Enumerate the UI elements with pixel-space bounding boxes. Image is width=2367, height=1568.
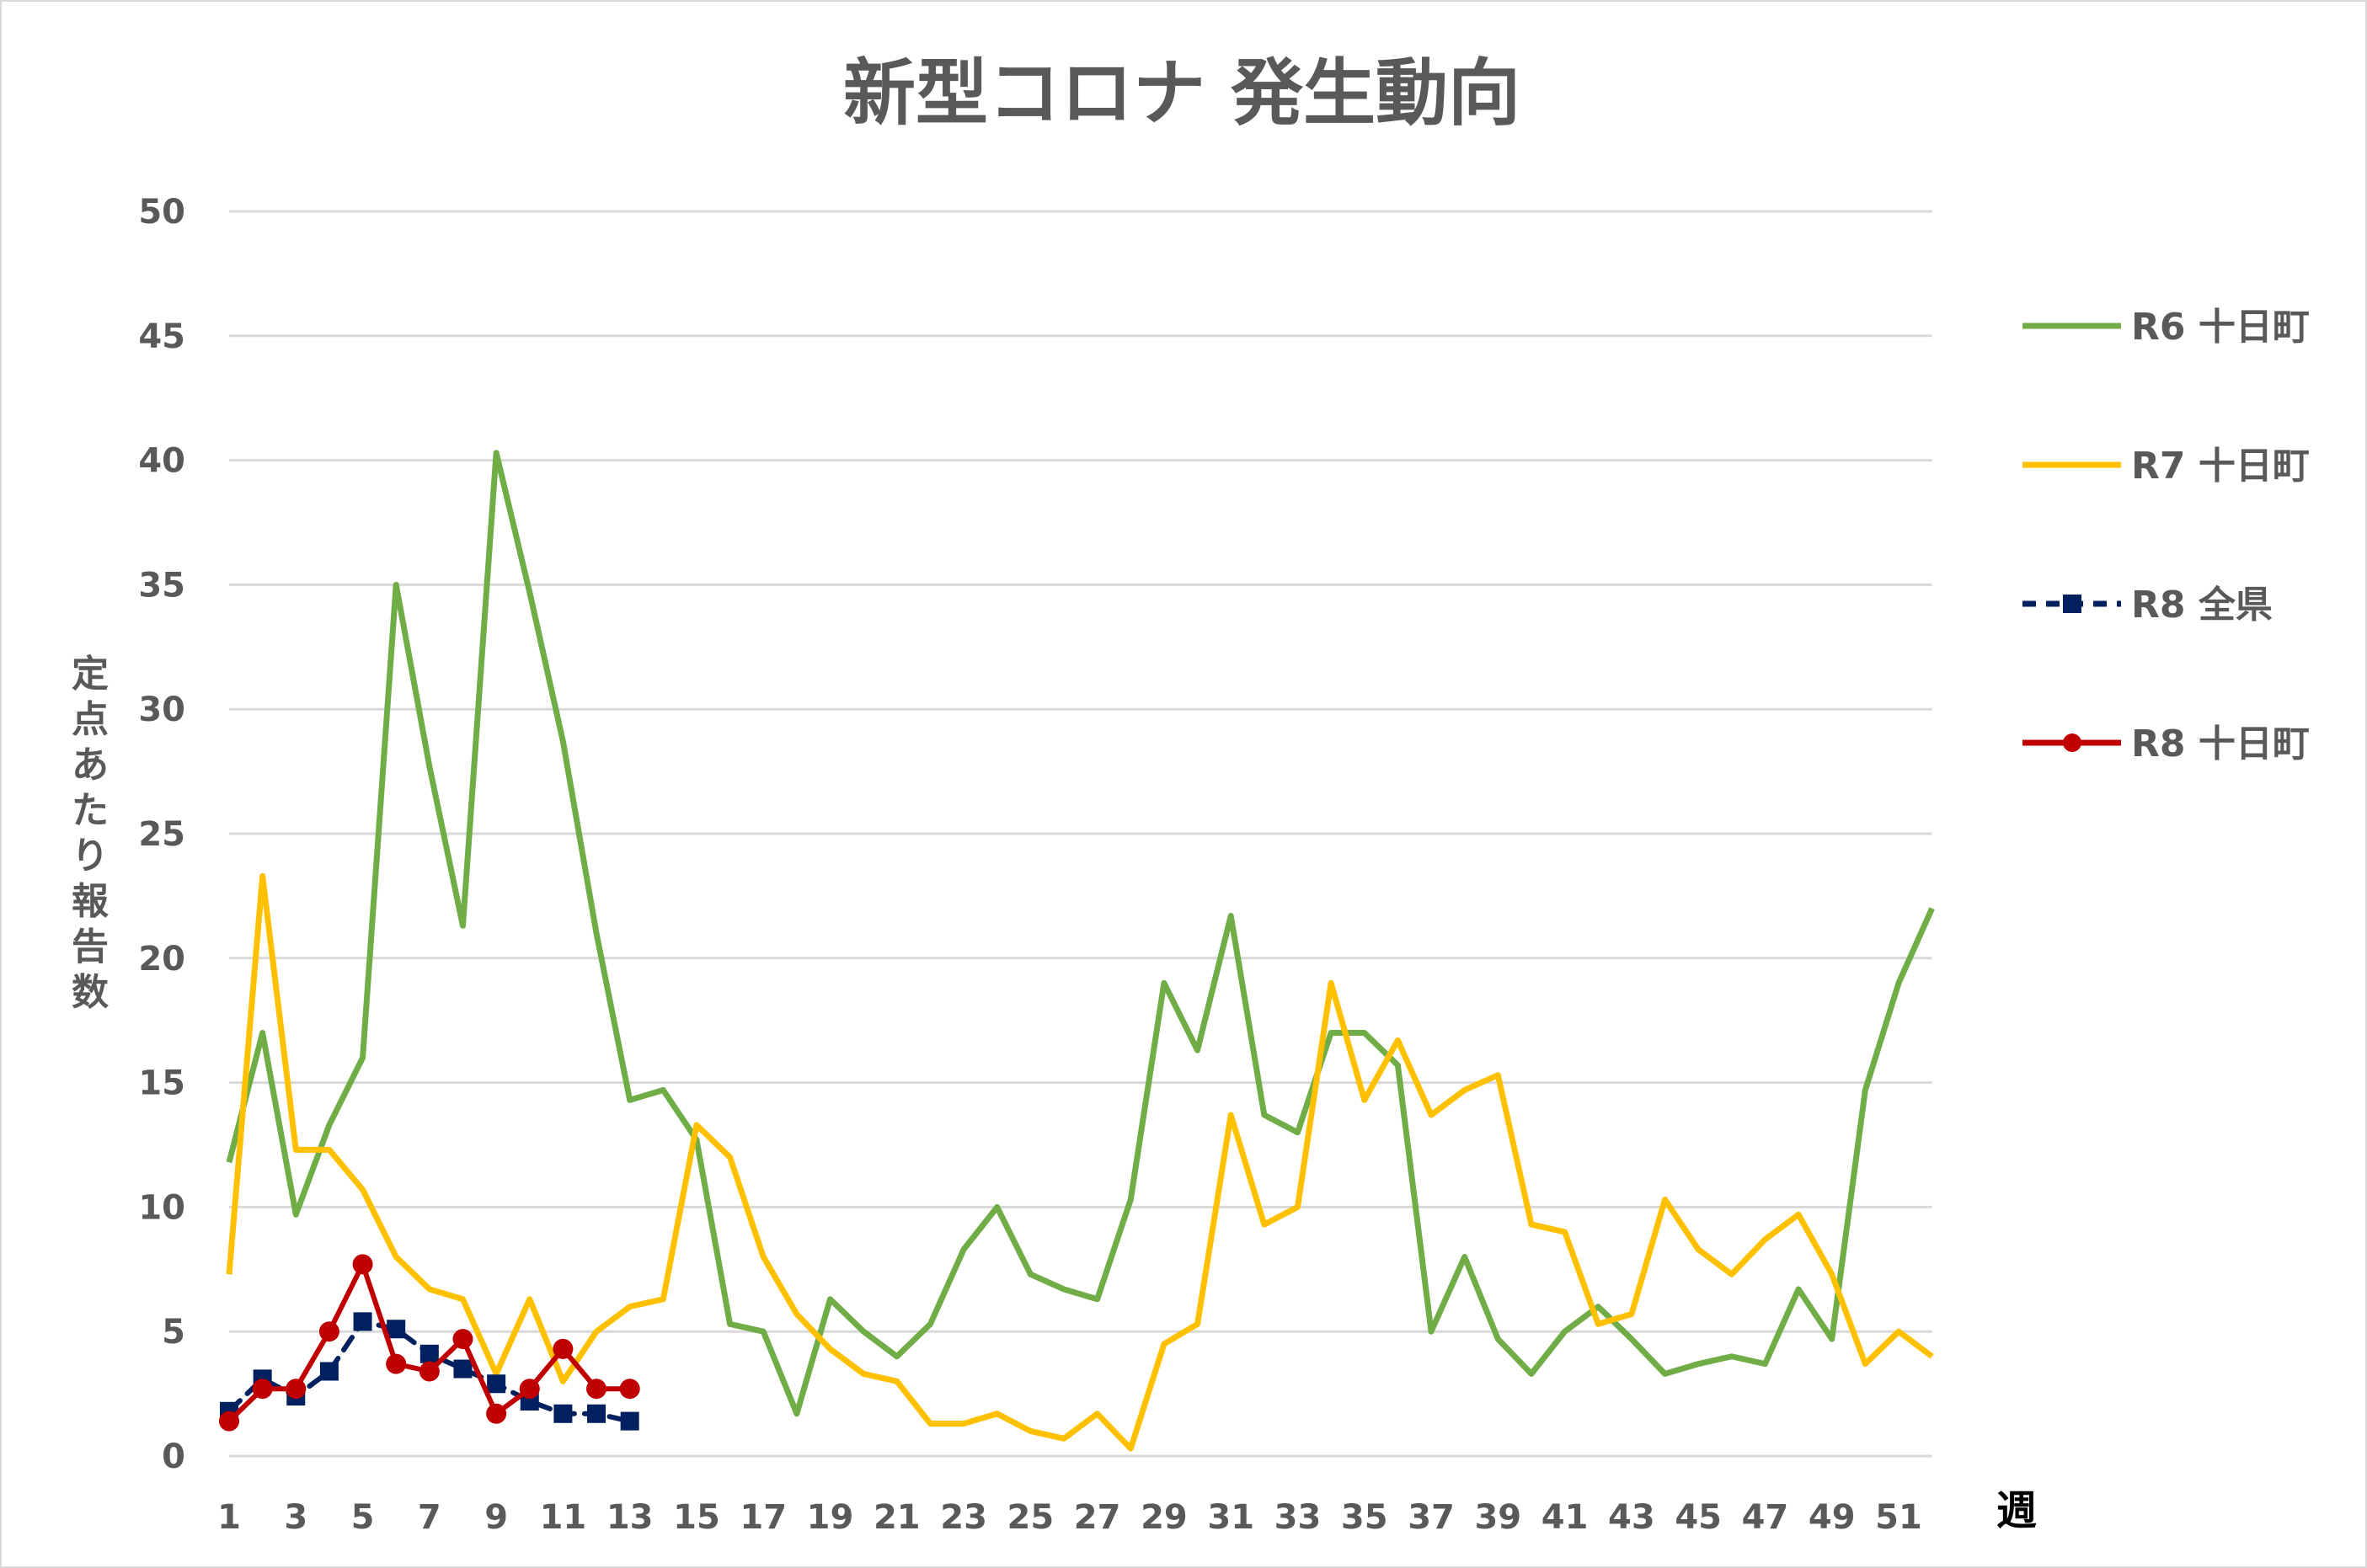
data-point bbox=[286, 1379, 307, 1400]
x-tick-label: 9 bbox=[484, 1498, 508, 1537]
legend-label: R6 十日町 bbox=[2131, 306, 2310, 349]
series-4 bbox=[219, 1254, 640, 1432]
data-point bbox=[219, 1411, 239, 1432]
data-point bbox=[587, 1404, 606, 1423]
y-axis-title-char: 点 bbox=[72, 698, 109, 741]
x-tick-label: 13 bbox=[606, 1498, 654, 1537]
chart-title: 新型コロナ 発生動向 bbox=[843, 51, 1520, 136]
x-tick-label: 37 bbox=[1408, 1498, 1455, 1537]
data-point bbox=[553, 1404, 573, 1423]
x-tick-label: 35 bbox=[1341, 1498, 1388, 1537]
y-tick-label: 0 bbox=[162, 1437, 185, 1476]
data-point bbox=[486, 1403, 507, 1424]
x-tick-label: 51 bbox=[1875, 1498, 1922, 1537]
series-2 bbox=[226, 872, 1934, 1452]
x-tick-label: 47 bbox=[1742, 1498, 1789, 1537]
y-tick-label: 15 bbox=[138, 1064, 185, 1103]
x-tick-label: 3 bbox=[284, 1498, 307, 1537]
series-1 bbox=[226, 450, 1935, 1417]
series-line bbox=[226, 872, 1934, 1452]
y-tick-label: 5 bbox=[162, 1313, 185, 1352]
x-tick-label: 17 bbox=[740, 1498, 787, 1537]
x-tick-label: 49 bbox=[1809, 1498, 1856, 1537]
y-axis-title-char: 定 bbox=[72, 653, 109, 696]
series-line bbox=[226, 450, 1935, 1417]
data-point bbox=[419, 1344, 439, 1363]
y-tick-label: 25 bbox=[138, 815, 185, 854]
data-point bbox=[353, 1312, 372, 1331]
x-tick-label: 19 bbox=[807, 1498, 854, 1537]
y-tick-labels: 0 5 10 15 20 25 30 35 40 45 50 bbox=[138, 193, 185, 1476]
x-axis-title: 週 bbox=[1996, 1487, 2037, 1534]
data-point bbox=[452, 1329, 473, 1350]
legend-label: R7 十日町 bbox=[2131, 445, 2310, 488]
legend-item: R6 十日町 bbox=[2022, 306, 2310, 349]
x-tick-label: 45 bbox=[1675, 1498, 1722, 1537]
data-point bbox=[620, 1411, 639, 1431]
x-tick-label: 1 bbox=[217, 1498, 241, 1537]
y-axis-title-char: 告 bbox=[72, 925, 109, 968]
y-tick-label: 50 bbox=[138, 193, 185, 232]
x-tick-label: 21 bbox=[874, 1498, 921, 1537]
x-tick-labels: 1 3 5 7 9 11 13 15 17 19 21 23 25 27 29 31 33 35 37 39 41 43 4… bbox=[217, 1498, 1922, 1537]
series-group bbox=[219, 450, 1935, 1452]
x-tick-label: 25 bbox=[1007, 1498, 1055, 1537]
y-axis-title-char: 数 bbox=[72, 971, 109, 1014]
data-point bbox=[319, 1362, 339, 1381]
y-axis-title-char: た bbox=[72, 789, 109, 832]
y-tick-label: 10 bbox=[138, 1188, 185, 1227]
y-tick-label: 35 bbox=[138, 566, 185, 605]
data-point bbox=[352, 1254, 373, 1275]
data-point bbox=[619, 1379, 640, 1400]
legend: R6 十日町 R7 十日町 R8 全県 R8 十日町 bbox=[2022, 306, 2310, 765]
y-tick-label: 45 bbox=[138, 317, 185, 356]
data-point bbox=[386, 1353, 407, 1374]
y-tick-label: 40 bbox=[138, 442, 185, 481]
x-tick-label: 33 bbox=[1274, 1498, 1322, 1537]
data-point bbox=[318, 1321, 339, 1342]
y-tick-label: 30 bbox=[138, 691, 185, 729]
x-tick-label: 23 bbox=[940, 1498, 987, 1537]
x-tick-label: 11 bbox=[540, 1498, 587, 1537]
y-tick-label: 20 bbox=[138, 940, 185, 979]
x-tick-label: 41 bbox=[1541, 1498, 1589, 1537]
legend-marker bbox=[2063, 733, 2081, 752]
data-point bbox=[252, 1379, 273, 1400]
data-point bbox=[586, 1379, 607, 1400]
y-axis-title-char: り bbox=[72, 835, 109, 877]
x-tick-label: 15 bbox=[673, 1498, 720, 1537]
data-point bbox=[553, 1338, 574, 1359]
data-point bbox=[387, 1320, 406, 1339]
x-tick-label: 43 bbox=[1608, 1498, 1655, 1537]
x-tick-label: 31 bbox=[1207, 1498, 1254, 1537]
legend-item: R8 十日町 bbox=[2022, 723, 2310, 765]
legend-marker bbox=[2063, 595, 2081, 613]
legend-item: R8 全県 bbox=[2022, 584, 2273, 627]
x-tick-label: 39 bbox=[1474, 1498, 1521, 1537]
x-tick-label: 5 bbox=[351, 1498, 375, 1537]
legend-label: R8 十日町 bbox=[2131, 723, 2310, 765]
gridlines bbox=[229, 210, 1932, 1458]
legend-item: R7 十日町 bbox=[2022, 445, 2310, 488]
x-tick-label: 7 bbox=[418, 1498, 441, 1537]
data-point bbox=[453, 1359, 473, 1379]
data-point bbox=[519, 1379, 540, 1400]
y-axis-title-char: あ bbox=[72, 744, 109, 787]
data-point bbox=[419, 1361, 440, 1382]
x-tick-label: 27 bbox=[1074, 1498, 1121, 1537]
legend-label: R8 全県 bbox=[2131, 584, 2273, 627]
data-point bbox=[487, 1374, 506, 1394]
y-axis-title-char: 報 bbox=[72, 880, 109, 923]
x-tick-label: 29 bbox=[1141, 1498, 1188, 1537]
